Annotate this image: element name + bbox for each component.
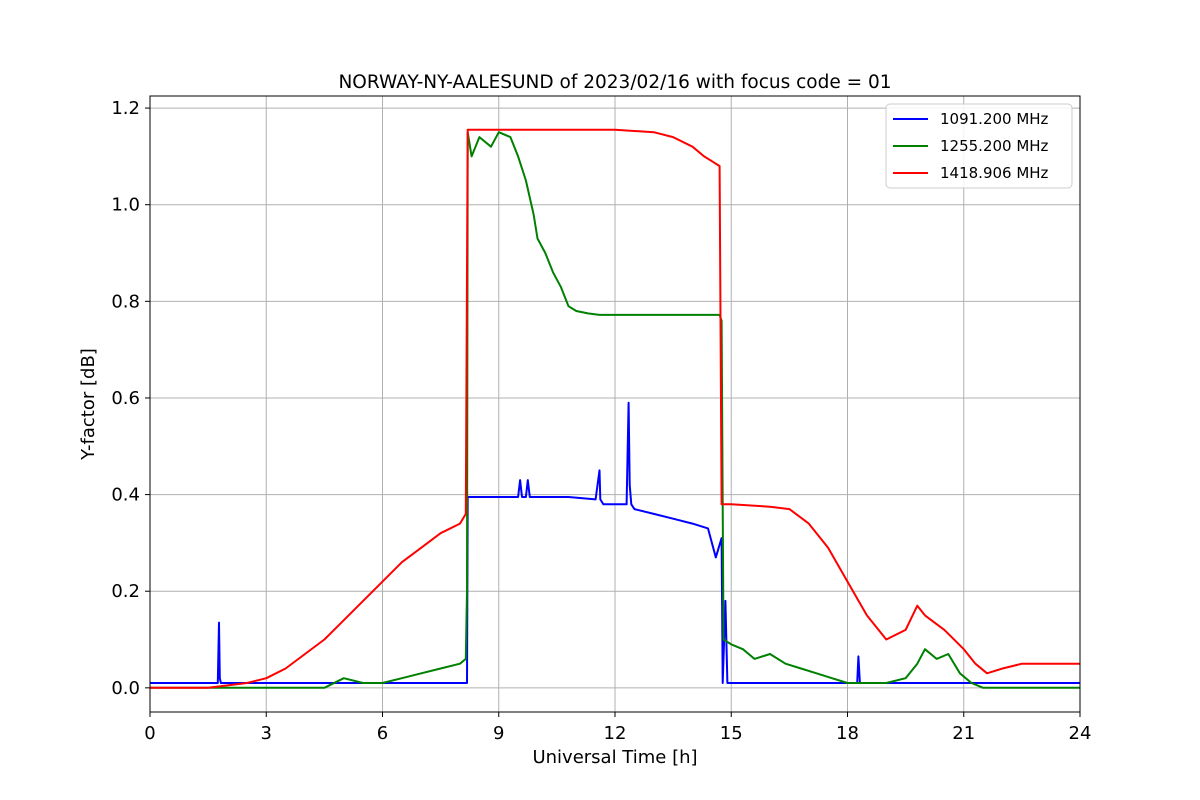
- x-tick-label: 18: [836, 723, 859, 744]
- y-tick-label: 0.8: [111, 291, 140, 312]
- legend-label-1: 1091.200 MHz: [940, 110, 1049, 128]
- y-axis-label: Y-factor [dB]: [78, 348, 99, 461]
- x-tick-label: 12: [604, 723, 627, 744]
- x-tick-label: 9: [493, 723, 504, 744]
- y-tick-label: 0.0: [111, 678, 140, 699]
- chart-title: NORWAY-NY-AALESUND of 2023/02/16 with fo…: [338, 72, 891, 93]
- x-tick-label: 15: [720, 723, 743, 744]
- y-tick-label: 1.0: [111, 195, 140, 216]
- series-line-3: [150, 128, 1080, 689]
- x-tick-label: 24: [1069, 723, 1092, 744]
- legend-label-3: 1418.906 MHz: [940, 164, 1049, 182]
- y-tick-label: 0.4: [111, 485, 140, 506]
- x-axis-label: Universal Time [h]: [532, 747, 697, 768]
- y-tick-label: 1.2: [111, 98, 140, 119]
- series-layer: [150, 128, 1080, 689]
- legend-box: [885, 103, 1073, 189]
- legend: 1091.200 MHz 1255.200 MHz 1418.906 MHz: [885, 103, 1073, 189]
- x-tick-label: 3: [261, 723, 272, 744]
- y-tick-label: 0.2: [111, 581, 140, 602]
- series-line-2: [150, 131, 1080, 689]
- ticks: 0 3 6 9 12 15 18 21 24 0.0 0.2 0.4 0.6 0.8 1.0 1.2: [111, 98, 1091, 744]
- x-tick-label: 21: [952, 723, 975, 744]
- legend-label-2: 1255.200 MHz: [940, 137, 1049, 155]
- x-tick-label: 6: [377, 723, 388, 744]
- x-tick-label: 0: [144, 723, 155, 744]
- y-tick-label: 0.6: [111, 388, 140, 409]
